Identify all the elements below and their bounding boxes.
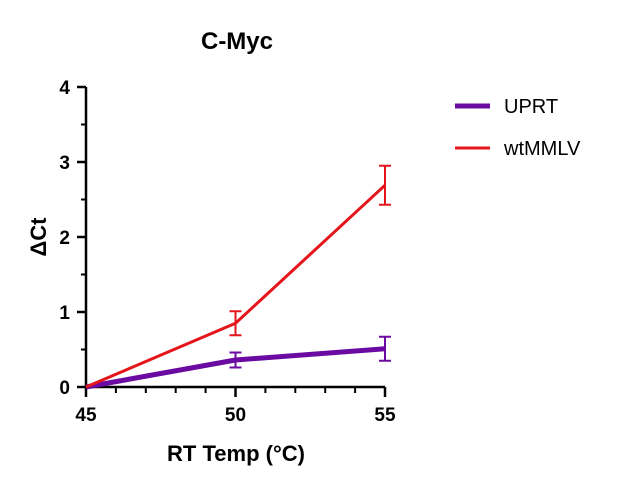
legend: UPRT wtMMLV <box>455 96 581 160</box>
error-bar <box>229 351 242 369</box>
series-layer <box>85 164 391 390</box>
x-tick-label: 50 <box>225 405 246 426</box>
y-tick-label: 0 <box>59 378 70 399</box>
chart-title: C-Myc <box>201 28 273 55</box>
legend-label: UPRT <box>504 96 558 118</box>
y-tick-label: 4 <box>59 78 70 99</box>
x-tick-label: 55 <box>374 405 396 426</box>
y-tick-label: 3 <box>59 153 70 174</box>
y-ticks: 0 1 2 3 4 <box>59 78 86 399</box>
y-axis: 0 1 2 3 4 ΔCt <box>26 78 88 399</box>
x-ticks: 45 50 55 <box>75 387 396 426</box>
legend-label: wtMMLV <box>503 138 581 160</box>
y-tick-label: 2 <box>59 228 70 249</box>
error-bar <box>379 335 391 362</box>
y-axis-label: ΔCt <box>26 217 51 257</box>
y-tick-label: 1 <box>59 303 70 324</box>
error-bar <box>229 310 242 337</box>
error-bar <box>379 164 391 206</box>
x-tick-label: 45 <box>75 405 97 426</box>
x-axis-label: RT Temp (°C) <box>167 441 305 466</box>
x-axis: 45 50 55 RT Temp (°C) <box>75 385 396 466</box>
